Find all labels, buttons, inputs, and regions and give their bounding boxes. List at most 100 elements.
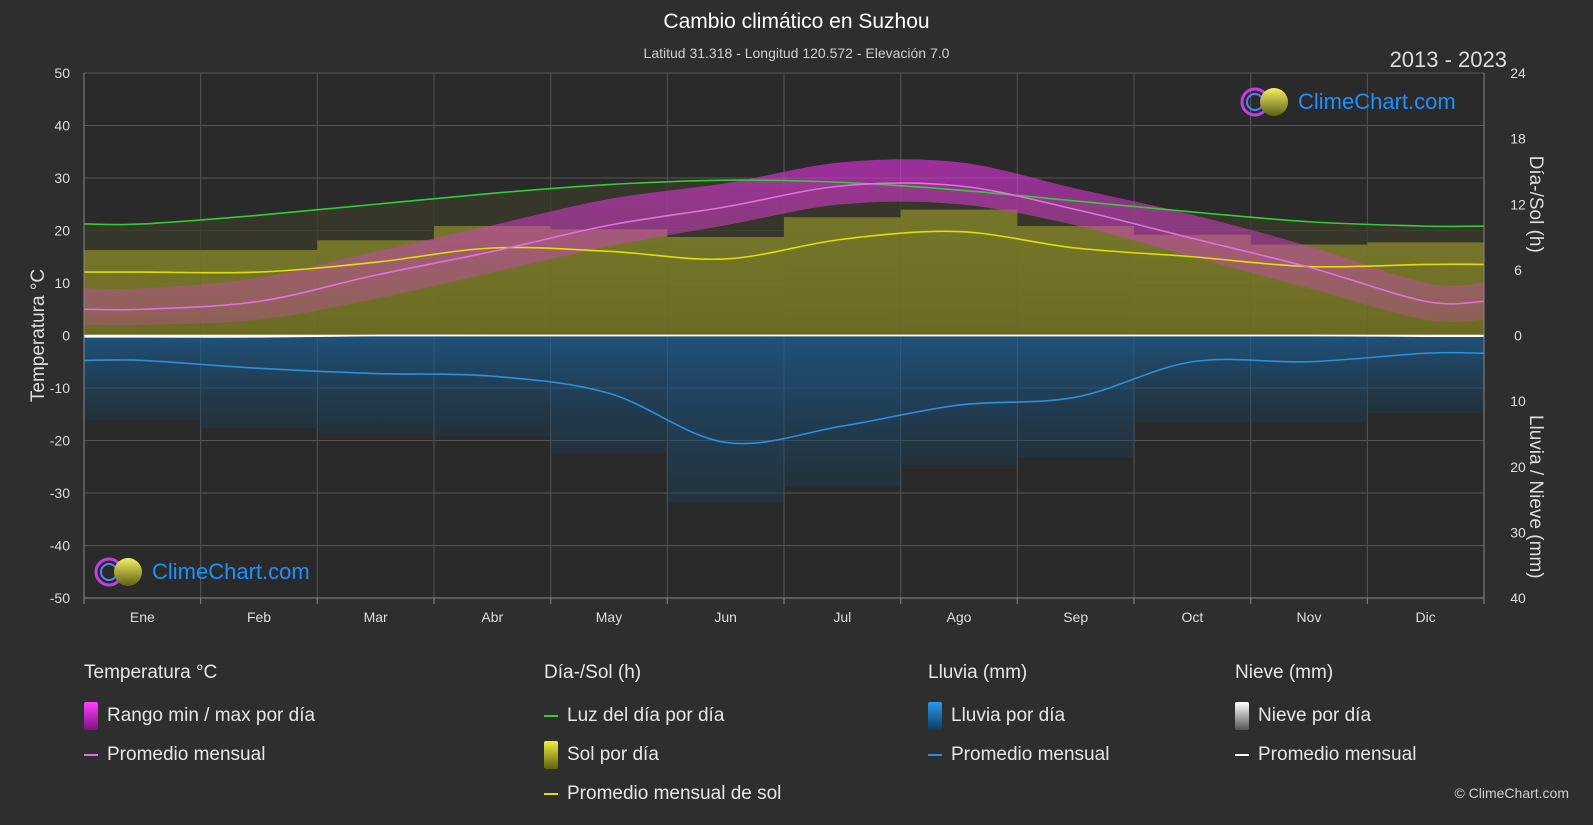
y-tick-label: -30 — [50, 485, 70, 501]
y3-tick-label: 10 — [1510, 393, 1526, 409]
legend-snow: Nieve (mm) Nieve por día Promedio mensua… — [1235, 662, 1416, 774]
y-tick-label: 30 — [54, 170, 70, 186]
y2-tick-label: 12 — [1510, 196, 1526, 212]
x-tick-label: May — [596, 609, 622, 625]
logo-icon — [1240, 87, 1288, 117]
legend-swatch — [928, 753, 942, 756]
sunshine-bar — [784, 217, 901, 336]
x-tick-label: Abr — [481, 609, 503, 625]
rain-bar — [317, 335, 434, 434]
y3-tick-label: 40 — [1510, 590, 1526, 606]
legend-item: Nieve por día — [1235, 696, 1416, 735]
rain-bar — [200, 335, 318, 429]
legend-heading: Lluvia (mm) — [928, 662, 1028, 683]
legend-label: Promedio mensual — [1258, 743, 1417, 765]
x-tick-label: Jul — [833, 609, 851, 625]
y-tick-label: -40 — [50, 538, 70, 554]
rain-bar — [434, 335, 551, 437]
y-tick-label: 20 — [54, 223, 70, 239]
y2-tick-label: 18 — [1510, 131, 1526, 147]
chart-title: Cambio climático en Suzhou — [663, 10, 930, 33]
legend-heading: Temperatura °C — [84, 662, 218, 683]
rain-bar — [784, 335, 901, 487]
x-tick-label: Dic — [1416, 609, 1436, 625]
y-tick-label: 50 — [54, 65, 70, 81]
legend-swatch — [544, 714, 558, 717]
y-tick-label: -50 — [50, 590, 70, 606]
legend-item: Promedio mensual — [84, 735, 315, 774]
y-tick-label: 10 — [54, 275, 70, 291]
legend-swatch — [928, 701, 942, 730]
x-tick-label: Ago — [947, 609, 972, 625]
sunshine-bar — [1017, 226, 1134, 336]
x-tick-label: Feb — [247, 609, 271, 625]
y-axis-title: Temperatura °C — [28, 269, 49, 402]
y-tick-label: 0 — [62, 328, 70, 344]
y3-tick-label: 20 — [1510, 459, 1526, 475]
rain-bar — [1017, 335, 1134, 458]
logo-top: ClimeChart.com — [1240, 86, 1456, 118]
rain-bar — [900, 335, 1018, 466]
chart-subtitle: Latitud 31.318 - Longitud 120.572 - Elev… — [643, 45, 950, 61]
rain-bar — [667, 335, 784, 503]
x-tick-label: Ene — [130, 609, 155, 625]
legend-label: Luz del día por día — [567, 704, 725, 726]
legend-item: Sol por día — [544, 735, 781, 774]
legend-label: Promedio mensual de sol — [567, 782, 782, 804]
rain-bar — [1250, 335, 1368, 422]
logo-text: ClimeChart.com — [1298, 89, 1456, 114]
legend-item: Promedio mensual — [1235, 735, 1416, 774]
logo-bottom: ClimeChart.com — [94, 556, 310, 588]
legend-label: Rango min / max por día — [107, 704, 316, 726]
legend-heading: Día-/Sol (h) — [544, 662, 642, 683]
x-tick-label: Jun — [714, 609, 737, 625]
daylight-line — [83, 179, 1485, 228]
legend-item: Rango min / max por día — [84, 696, 315, 735]
chart-lines — [83, 179, 1485, 445]
x-tick-label: Nov — [1297, 609, 1322, 625]
y3-axis-title: Lluvia / Nieve (mm) — [1525, 415, 1546, 579]
sunshine-bar — [900, 209, 1018, 336]
y2-tick-label: 24 — [1510, 65, 1526, 81]
y-tick-label: 40 — [54, 118, 70, 134]
legend-label: Nieve por día — [1258, 704, 1372, 726]
legend-rain: Lluvia (mm) Lluvia por día Promedio mens… — [928, 662, 1109, 774]
legend-label: Promedio mensual — [107, 743, 266, 765]
x-tick-label: Mar — [364, 609, 388, 625]
rain-bar — [550, 335, 668, 454]
legend-label: Sol por día — [567, 743, 659, 765]
legend-swatch — [84, 701, 98, 730]
logo-icon — [94, 557, 142, 587]
legend-swatch — [1235, 701, 1249, 730]
rain-avg-line — [83, 351, 1485, 445]
legend-label: Promedio mensual — [951, 743, 1110, 765]
y3-tick-label: 30 — [1510, 524, 1526, 540]
y-tick-label: -20 — [50, 433, 70, 449]
year-range: 2013 - 2023 — [1389, 47, 1507, 72]
legend-temperature: Temperatura °C Rango min / max por día P… — [84, 662, 315, 774]
rain-bar — [1367, 335, 1484, 414]
legend-item: Promedio mensual de sol — [544, 774, 781, 813]
legend-heading: Nieve (mm) — [1235, 662, 1334, 683]
y2-axis-title: Día-/Sol (h) — [1525, 156, 1546, 253]
logo-text: ClimeChart.com — [152, 559, 310, 584]
temperature-range-band — [84, 159, 1484, 326]
chart-areas — [84, 159, 1484, 503]
legend-item: Lluvia por día — [928, 696, 1109, 735]
y2-tick-label: 6 — [1514, 262, 1522, 278]
legend-daylight: Día-/Sol (h) Luz del día por día Sol por… — [544, 662, 781, 813]
y-tick-label: -10 — [50, 380, 70, 396]
legend-item: Luz del día por día — [544, 696, 781, 735]
axes: 50 40 30 20 10 0 -10 -20 -30 -40 -50 24 18 12 6 0 10 20 30… — [28, 65, 1546, 625]
y2-tick-label: 0 — [1514, 328, 1522, 344]
x-tick-label: Sep — [1063, 609, 1088, 625]
legend-item: Promedio mensual — [928, 735, 1109, 774]
rain-bar — [1134, 335, 1251, 422]
legend-swatch — [1235, 753, 1249, 756]
x-tick-label: Oct — [1181, 609, 1203, 625]
legend-label: Lluvia por día — [951, 704, 1066, 726]
legend-swatch — [544, 792, 558, 795]
temperature-avg-line — [83, 182, 1485, 311]
sunshine-avg-line — [83, 230, 1485, 274]
